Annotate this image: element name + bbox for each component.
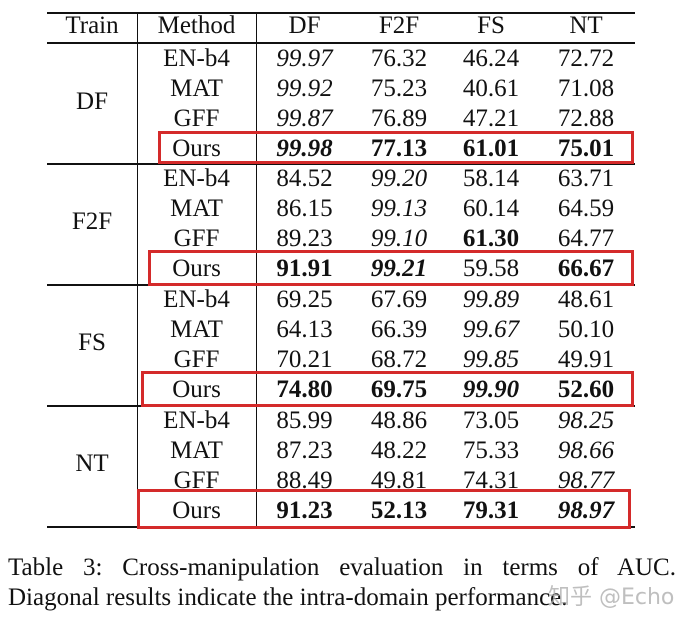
auc-value-cell: 69.25 (276, 286, 333, 313)
auc-value-cell: 50.10 (557, 316, 615, 343)
auc-value-cell: 60.14 (462, 195, 520, 222)
auc-value-cell: 64.77 (557, 225, 615, 252)
auc-value-cell: 67.69 (370, 286, 428, 313)
auc-value-cell: 40.61 (462, 75, 520, 102)
auc-value-cell: 86.15 (276, 195, 333, 222)
column-divider-train (137, 12, 138, 527)
auc-value-cell: 87.23 (276, 437, 333, 464)
auc-value-cell: 91.91 (276, 255, 333, 282)
watermark: 知乎 @Echo (548, 585, 675, 610)
table-caption-line-1: Table 3: Cross-manipulation evaluation i… (8, 554, 676, 581)
method-cell: MAT (170, 195, 223, 222)
auc-value-cell: 71.08 (557, 75, 615, 102)
auc-value-cell: 99.92 (276, 75, 333, 102)
method-cell: Ours (172, 376, 221, 403)
column-divider-method (256, 12, 257, 527)
auc-value-cell: 64.13 (276, 316, 333, 343)
header-train: Train (65, 12, 119, 39)
method-cell: EN-b4 (163, 286, 230, 313)
auc-value-cell: 47.21 (462, 105, 520, 132)
auc-value-cell: 75.23 (370, 75, 428, 102)
auc-value-cell: 89.23 (276, 225, 333, 252)
auc-value-cell: 76.32 (370, 45, 428, 72)
auc-value-cell: 74.80 (276, 376, 333, 403)
method-cell: EN-b4 (163, 45, 230, 72)
auc-value-cell: 52.13 (370, 497, 428, 524)
auc-value-cell: 99.85 (462, 346, 520, 373)
header-nt: NT (569, 12, 603, 39)
method-cell: Ours (172, 497, 221, 524)
auc-value-cell: 52.60 (557, 376, 615, 403)
highlight-box-ours (158, 131, 634, 164)
auc-value-cell: 85.99 (276, 407, 333, 434)
auc-value-cell: 75.33 (462, 437, 520, 464)
method-cell: EN-b4 (163, 165, 230, 192)
auc-value-cell: 49.91 (557, 346, 615, 373)
auc-value-cell: 99.67 (462, 316, 520, 343)
auc-value-cell: 64.59 (557, 195, 615, 222)
auc-value-cell: 61.30 (462, 225, 520, 252)
highlight-box-ours (137, 489, 631, 529)
method-cell: GFF (173, 105, 220, 132)
table-caption-line-2: Diagonal results indicate the intra-doma… (8, 584, 568, 611)
auc-value-cell: 99.90 (462, 376, 520, 403)
auc-value-cell: 75.01 (557, 135, 615, 162)
auc-value-cell: 99.97 (276, 45, 333, 72)
auc-value-cell: 99.89 (462, 286, 520, 313)
highlight-box-ours (141, 371, 634, 407)
auc-value-cell: 48.22 (370, 437, 428, 464)
auc-value-cell: 84.52 (276, 165, 333, 192)
auc-value-cell: 72.88 (557, 105, 615, 132)
auc-value-cell: 46.24 (462, 45, 520, 72)
auc-value-cell: 77.13 (370, 135, 428, 162)
auc-value-cell: 59.58 (462, 255, 520, 282)
method-cell: GFF (173, 346, 220, 373)
auc-value-cell: 69.75 (370, 376, 428, 403)
auc-value-cell: 99.13 (370, 195, 428, 222)
auc-value-cell: 76.89 (370, 105, 428, 132)
auc-value-cell: 68.72 (370, 346, 428, 373)
highlight-box-ours (148, 250, 634, 286)
auc-value-cell: 48.61 (557, 286, 615, 313)
auc-value-cell: 99.10 (370, 225, 428, 252)
auc-value-cell: 99.21 (370, 255, 428, 282)
auc-value-cell: 66.67 (557, 255, 615, 282)
method-cell: MAT (170, 437, 223, 464)
auc-value-cell: 98.97 (557, 497, 615, 524)
method-cell: GFF (173, 225, 220, 252)
auc-value-cell: 98.66 (557, 437, 615, 464)
auc-value-cell: 63.71 (557, 165, 615, 192)
auc-value-cell: 99.87 (276, 105, 333, 132)
header-fs: FS (477, 12, 505, 39)
auc-value-cell: 98.25 (557, 407, 615, 434)
method-cell: Ours (172, 255, 221, 282)
train-label-nt: NT (75, 449, 109, 477)
train-label-fs: FS (78, 328, 106, 356)
auc-value-cell: 99.20 (370, 165, 428, 192)
header-df: DF (288, 12, 321, 39)
auc-value-cell: 58.14 (462, 165, 520, 192)
auc-value-cell: 48.86 (370, 407, 428, 434)
auc-value-cell: 72.72 (557, 45, 615, 72)
auc-value-cell: 66.39 (370, 316, 428, 343)
header-method: Method (157, 12, 236, 39)
auc-value-cell: 79.31 (462, 497, 520, 524)
method-cell: MAT (170, 75, 223, 102)
train-label-df: DF (76, 87, 108, 115)
train-label-f2f: F2F (71, 207, 113, 235)
method-cell: Ours (172, 135, 221, 162)
auc-value-cell: 61.01 (462, 135, 520, 162)
method-cell: EN-b4 (163, 407, 230, 434)
header-f2f: F2F (378, 12, 420, 39)
method-cell: MAT (170, 316, 223, 343)
header-rule (47, 42, 635, 44)
auc-value-cell: 99.98 (276, 135, 333, 162)
auc-value-cell: 91.23 (276, 497, 333, 524)
top-rule (47, 12, 635, 14)
auc-value-cell: 70.21 (276, 346, 333, 373)
auc-value-cell: 73.05 (462, 407, 520, 434)
